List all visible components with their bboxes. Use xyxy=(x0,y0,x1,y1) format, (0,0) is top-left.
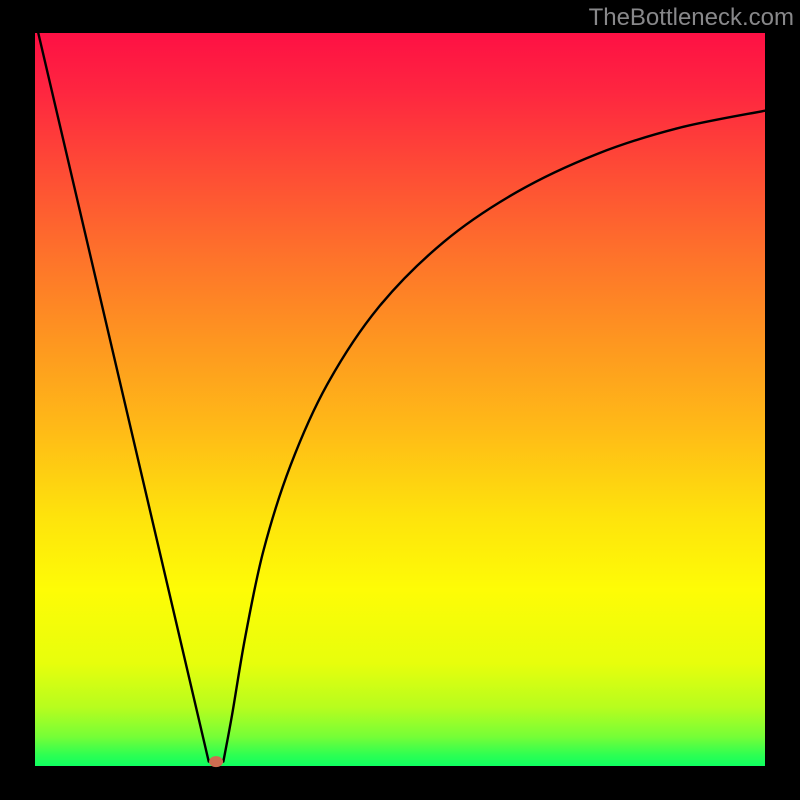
bottleneck-chart xyxy=(0,0,800,800)
minimum-marker xyxy=(209,756,223,767)
plot-gradient-background xyxy=(35,33,765,766)
chart-container: TheBottleneck.com xyxy=(0,0,800,800)
